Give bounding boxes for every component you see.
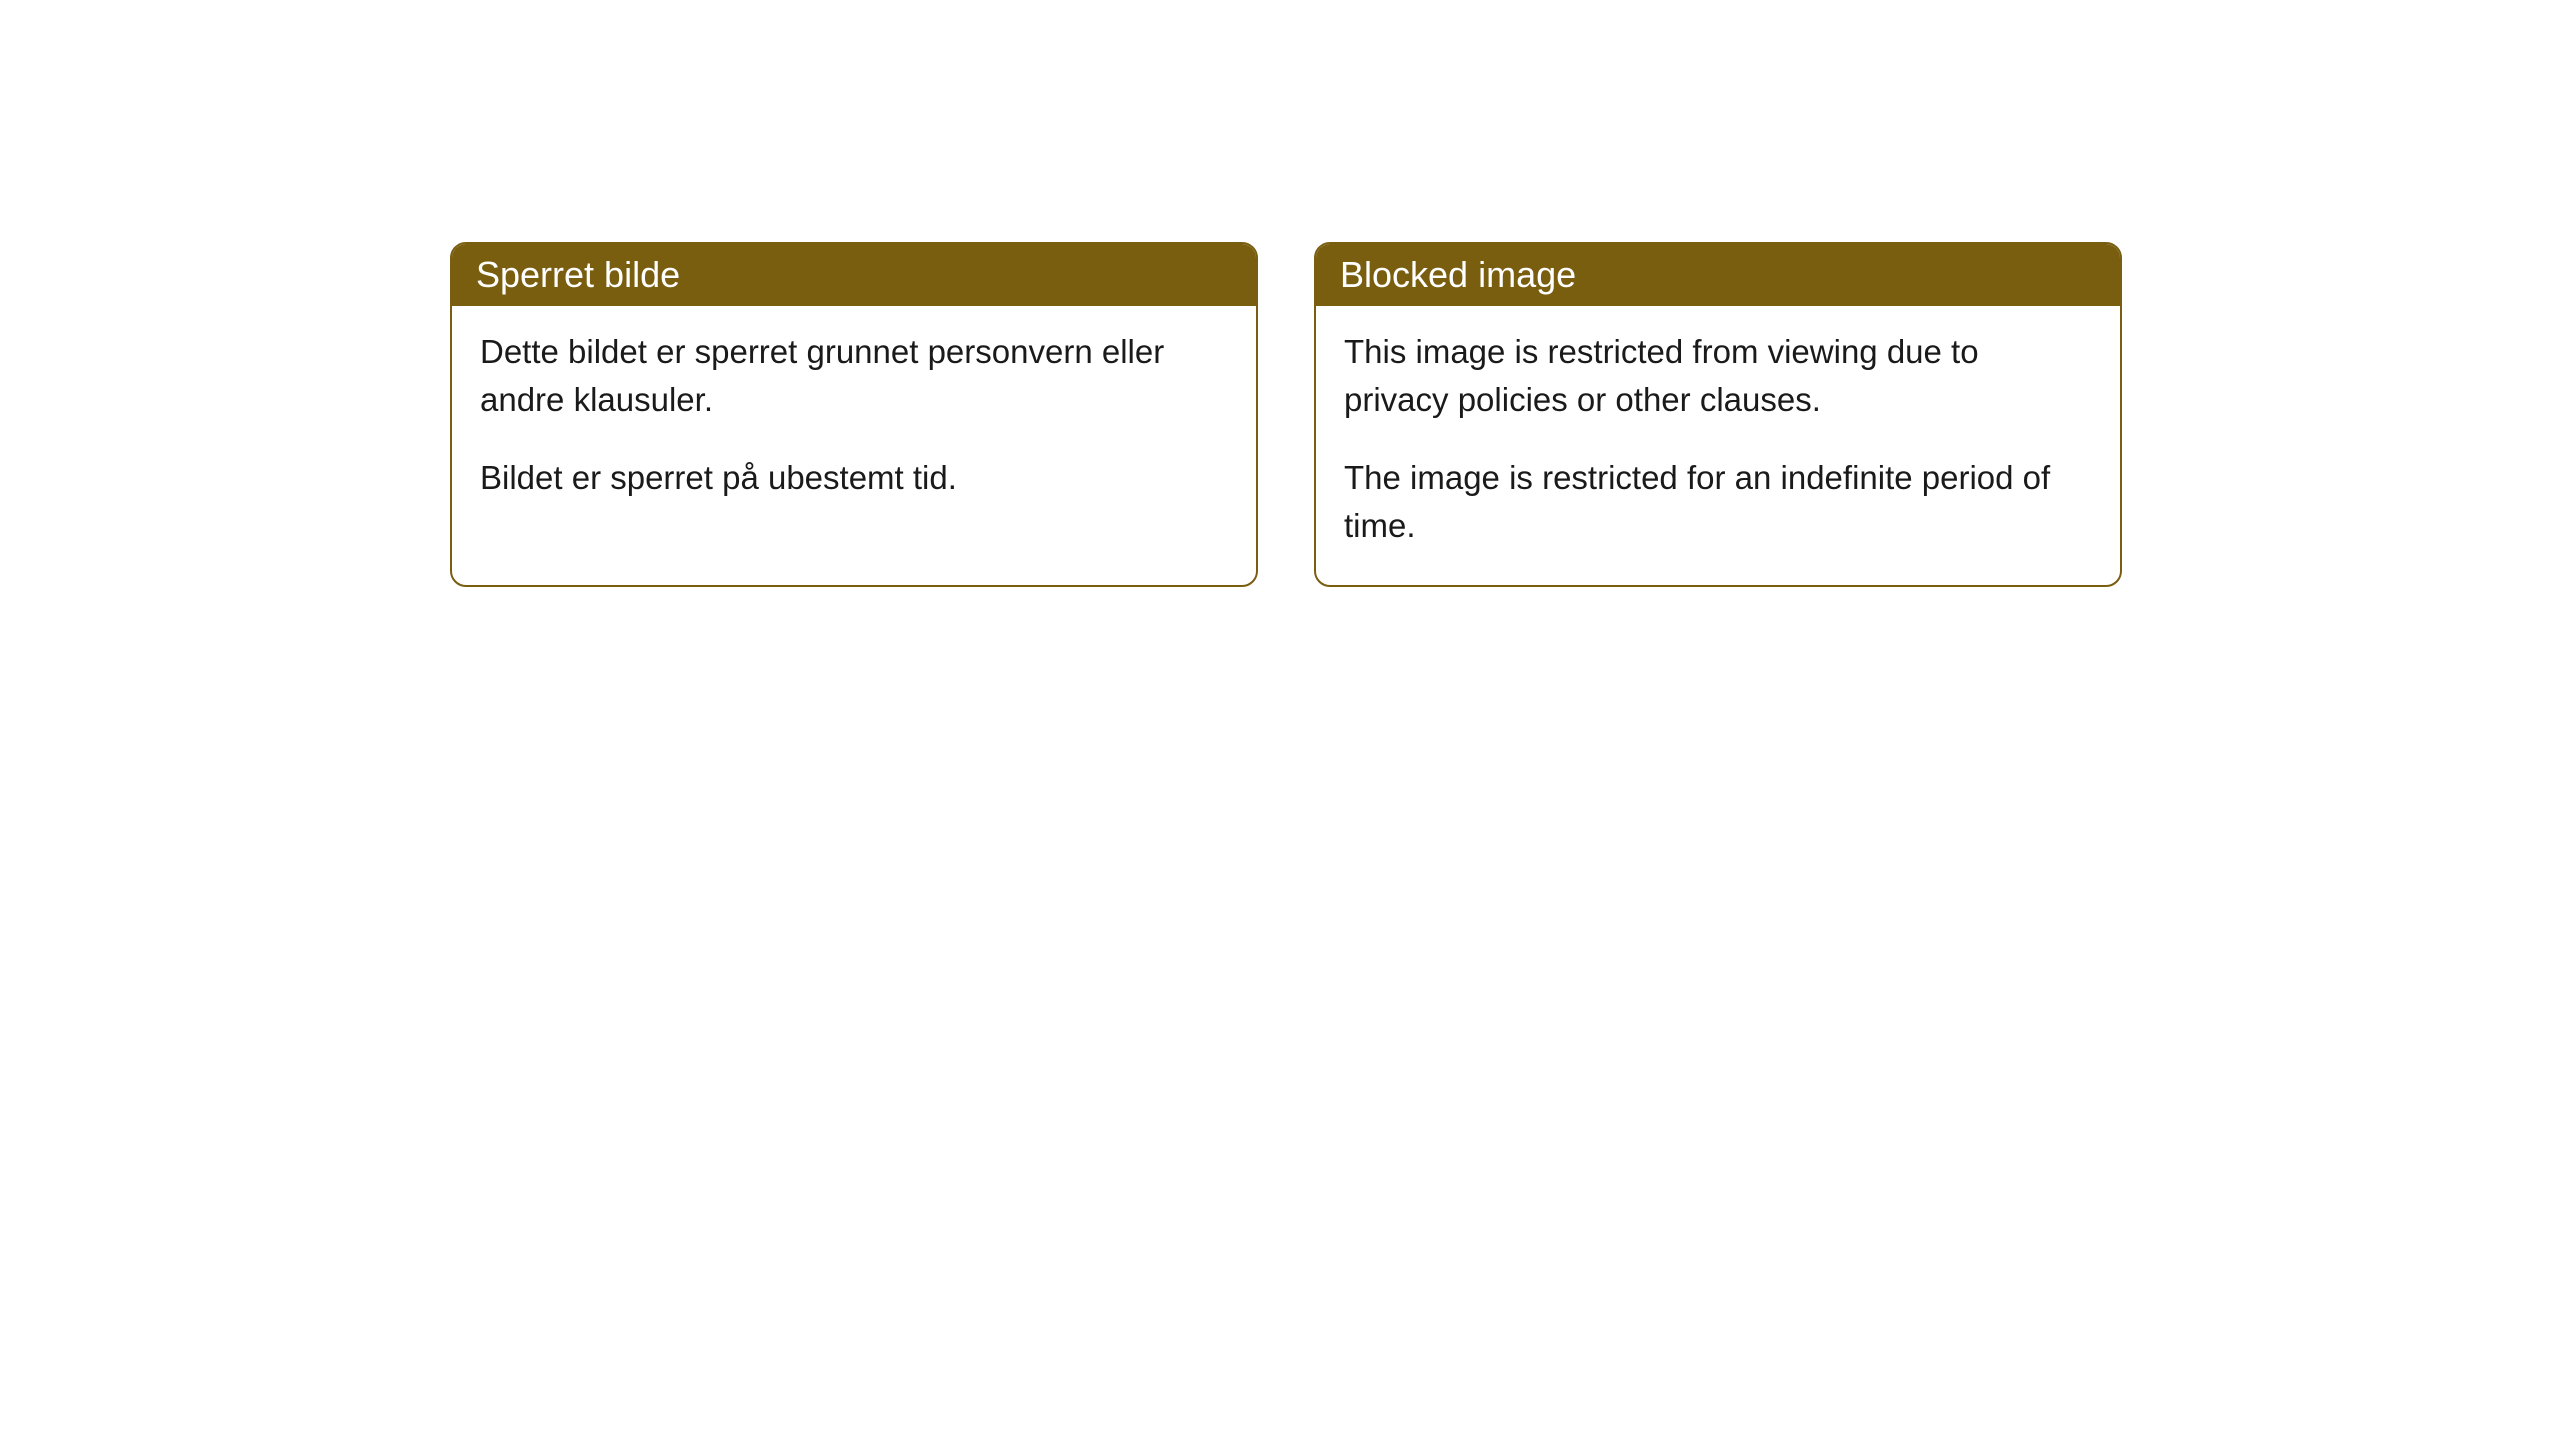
card-header-no: Sperret bilde xyxy=(452,244,1256,306)
card-paragraph-no-1: Dette bildet er sperret grunnet personve… xyxy=(480,328,1228,424)
card-paragraph-no-2: Bildet er sperret på ubestemt tid. xyxy=(480,454,1228,502)
card-header-en: Blocked image xyxy=(1316,244,2120,306)
notice-cards-container: Sperret bilde Dette bildet er sperret gr… xyxy=(450,242,2122,587)
card-body-en: This image is restricted from viewing du… xyxy=(1316,306,2120,585)
card-title-en: Blocked image xyxy=(1340,254,1576,295)
card-paragraph-en-2: The image is restricted for an indefinit… xyxy=(1344,454,2092,550)
card-body-no: Dette bildet er sperret grunnet personve… xyxy=(452,306,1256,538)
card-title-no: Sperret bilde xyxy=(476,254,680,295)
card-paragraph-en-1: This image is restricted from viewing du… xyxy=(1344,328,2092,424)
blocked-image-card-no: Sperret bilde Dette bildet er sperret gr… xyxy=(450,242,1258,587)
blocked-image-card-en: Blocked image This image is restricted f… xyxy=(1314,242,2122,587)
